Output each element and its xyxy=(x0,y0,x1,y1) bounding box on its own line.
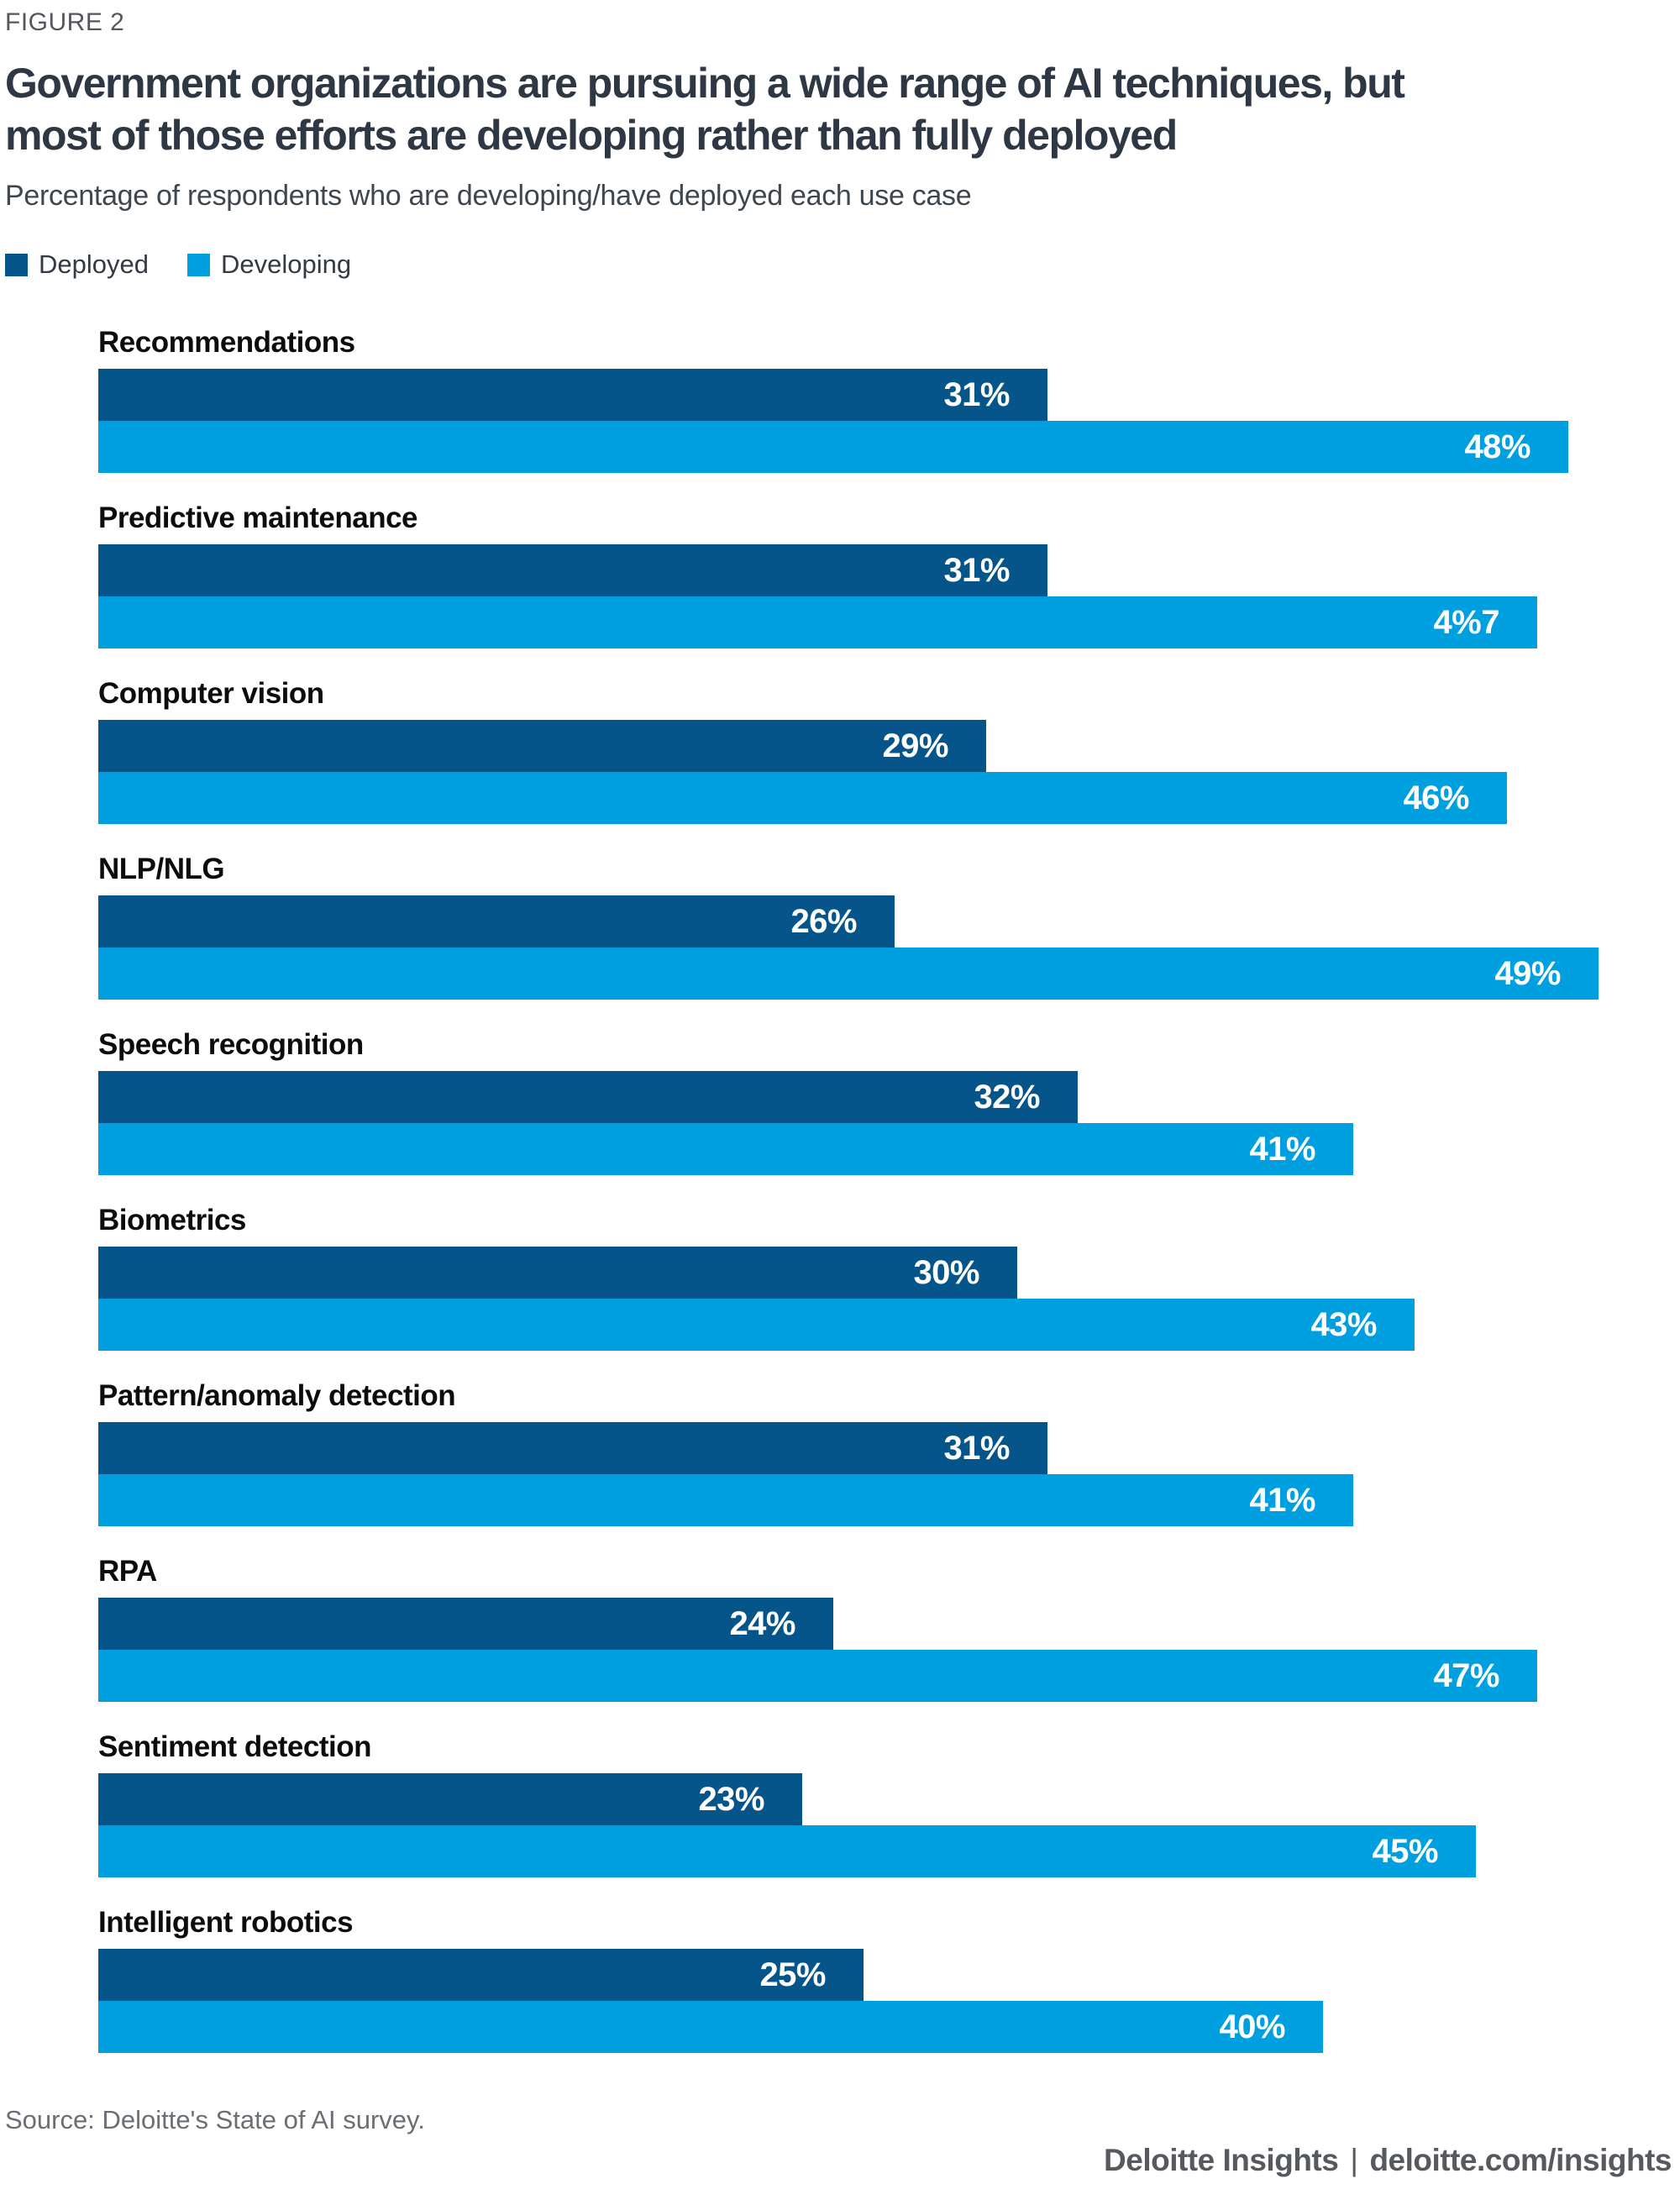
bar-value-label: 40% xyxy=(1219,2008,1285,2045)
developing-bar: 4%7 xyxy=(98,596,1537,648)
bar-value-label: 25% xyxy=(759,1956,826,1993)
bar-value-label: 31% xyxy=(943,375,1010,413)
chart-group: Sentiment detection 23% 45% xyxy=(98,1730,1680,1877)
deployed-bar: 29% xyxy=(98,720,986,772)
footer-branding: Deloitte Insights | deloitte.com/insights xyxy=(1104,2143,1672,2178)
bar-value-label: 41% xyxy=(1249,1481,1315,1519)
legend-item-deployed: Deployed xyxy=(5,249,149,280)
legend-swatch-icon xyxy=(5,253,28,276)
chart-group: Speech recognition 32% 41% xyxy=(98,1027,1680,1175)
chart-group: Pattern/anomaly detection 31% 41% xyxy=(98,1378,1680,1526)
chart-group: Predictive maintenance 31% 4%7 xyxy=(98,501,1680,648)
figure-subtitle: Percentage of respondents who are develo… xyxy=(5,180,972,212)
legend-label: Developing xyxy=(220,249,352,279)
deployed-bar: 31% xyxy=(98,544,1047,596)
bar-chart: Recommendations 31% 48% Predictive maintena… xyxy=(98,325,1680,2053)
developing-bar: 49% xyxy=(98,948,1599,1000)
bar-value-label: 23% xyxy=(698,1780,764,1818)
bar-value-label: 46% xyxy=(1403,779,1469,816)
bar-value-label: 29% xyxy=(882,727,948,764)
bar-value-label: 43% xyxy=(1310,1305,1377,1343)
bar-value-label: 31% xyxy=(943,551,1010,589)
developing-bar: 41% xyxy=(98,1123,1353,1175)
deployed-bar: 31% xyxy=(98,369,1047,421)
developing-bar: 41% xyxy=(98,1474,1353,1526)
category-label: Speech recognition xyxy=(98,1028,364,1061)
chart-group: Computer vision 29% 46% xyxy=(98,676,1680,824)
chart-group: Intelligent robotics 25% 40% xyxy=(98,1905,1680,2053)
legend-swatch-icon xyxy=(186,253,210,276)
developing-bar: 47% xyxy=(98,1650,1537,1702)
category-label: RPA xyxy=(98,1555,157,1588)
developing-bar: 48% xyxy=(98,421,1568,473)
footer-url[interactable]: deloitte.com/insights xyxy=(1369,2143,1672,2177)
category-label: Biometrics xyxy=(98,1204,246,1236)
developing-bar: 40% xyxy=(98,2001,1323,2053)
developing-bar: 43% xyxy=(98,1299,1415,1351)
deployed-bar: 32% xyxy=(98,1071,1078,1123)
bar-value-label: 24% xyxy=(729,1604,795,1642)
deployed-bar: 24% xyxy=(98,1598,833,1650)
developing-bar: 45% xyxy=(98,1825,1476,1877)
bar-value-label: 26% xyxy=(790,902,857,940)
legend-item-developing: Developing xyxy=(186,249,352,280)
footer-separator: | xyxy=(1350,2143,1358,2177)
bar-value-label: 41% xyxy=(1249,1130,1315,1168)
bar-value-label: 49% xyxy=(1494,954,1561,992)
category-label: Recommendations xyxy=(98,326,355,359)
category-label: NLP/NLG xyxy=(98,853,225,885)
category-label: Pattern/anomaly detection xyxy=(98,1379,456,1412)
chart-group: RPA 24% 47% xyxy=(98,1554,1680,1702)
chart-legend: Deployed Developing xyxy=(5,249,1680,280)
category-label: Sentiment detection xyxy=(98,1730,371,1763)
figure-title: Government organizations are pursuing a … xyxy=(5,60,1405,159)
deployed-bar: 25% xyxy=(98,1949,864,2001)
deployed-bar: 31% xyxy=(98,1422,1047,1474)
legend-label: Deployed xyxy=(39,249,149,279)
bar-value-label: 31% xyxy=(943,1429,1010,1467)
deployed-bar: 23% xyxy=(98,1773,802,1825)
category-label: Intelligent robotics xyxy=(98,1906,354,1939)
chart-group: Recommendations 31% 48% xyxy=(98,325,1680,473)
chart-group: Biometrics 30% 43% xyxy=(98,1203,1680,1351)
bar-value-label: 30% xyxy=(913,1253,979,1291)
bar-value-label: 45% xyxy=(1372,1832,1438,1870)
developing-bar: 46% xyxy=(98,772,1507,824)
category-label: Predictive maintenance xyxy=(98,501,418,534)
footer-brand: Deloitte Insights xyxy=(1104,2143,1339,2177)
figure-label: FIGURE 2 xyxy=(5,8,125,36)
bar-value-label: 47% xyxy=(1433,1656,1499,1694)
bar-value-label: 4%7 xyxy=(1433,603,1499,641)
source-note: Source: Deloitte's State of AI survey. xyxy=(5,2105,425,2134)
bar-value-label: 32% xyxy=(974,1078,1040,1116)
deployed-bar: 26% xyxy=(98,895,895,948)
chart-group: NLP/NLG 26% 49% xyxy=(98,852,1680,1000)
deployed-bar: 30% xyxy=(98,1247,1017,1299)
category-label: Computer vision xyxy=(98,677,324,710)
bar-value-label: 48% xyxy=(1464,428,1530,465)
